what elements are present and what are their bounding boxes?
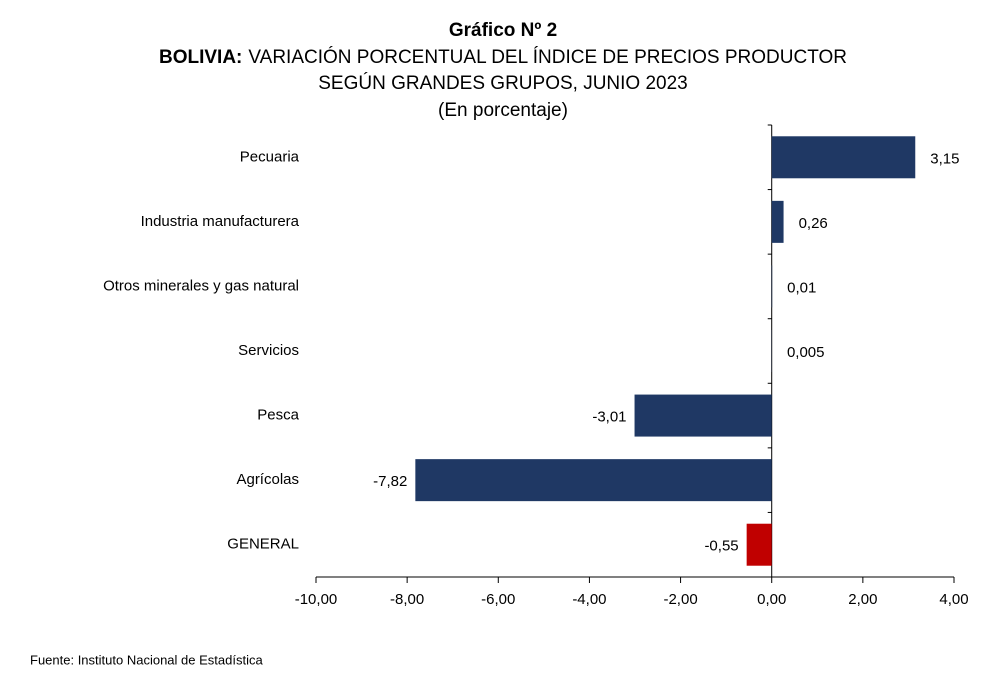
y-tick-label: Otros minerales y gas natural xyxy=(103,277,299,294)
value-label: 0,26 xyxy=(799,215,828,232)
x-tick-label: 0,00 xyxy=(757,591,786,608)
x-tick-label: 4,00 xyxy=(939,591,968,608)
source-note: Fuente: Instituto Nacional de Estadístic… xyxy=(30,652,263,667)
subtitle-text: VARIACIÓN PORCENTUAL DEL ÍNDICE DE PRECI… xyxy=(248,46,847,68)
value-label: -0,55 xyxy=(704,538,738,555)
bar xyxy=(772,201,784,243)
x-tick-label: 2,00 xyxy=(848,591,877,608)
x-tick-label: -4,00 xyxy=(572,591,606,608)
value-label: 0,005 xyxy=(787,344,825,361)
y-tick-label: GENERAL xyxy=(227,536,299,553)
chart-subtitle: SEGÚN GRANDES GRUPOS, JUNIO 2023 xyxy=(318,72,688,94)
y-tick-label: Industria manufacturera xyxy=(141,213,300,230)
subtitle-bold: BOLIVIA: xyxy=(159,47,242,68)
value-label: 3,15 xyxy=(930,150,959,167)
y-tick-label: Pecuaria xyxy=(240,148,300,165)
y-tick-label: Pesca xyxy=(257,407,299,424)
x-tick-label: -6,00 xyxy=(481,591,515,608)
y-tick-label: Servicios xyxy=(238,342,299,359)
bar xyxy=(635,395,772,437)
value-label: 0,01 xyxy=(787,279,816,296)
value-label: -3,01 xyxy=(592,409,626,426)
chart-subtitle: BOLIVIA: VARIACIÓN PORCENTUAL DEL ÍNDICE … xyxy=(159,46,847,68)
x-tick-label: -8,00 xyxy=(390,591,424,608)
bar xyxy=(747,524,772,566)
bar xyxy=(415,459,771,501)
y-tick-label: Agrícolas xyxy=(236,471,299,488)
bar xyxy=(772,136,916,178)
x-tick-label: -10,00 xyxy=(295,591,338,608)
value-label: -7,82 xyxy=(373,473,407,490)
chart-subtitle: (En porcentaje) xyxy=(438,100,568,121)
x-tick-label: -2,00 xyxy=(663,591,697,608)
chart-title: Gráfico Nº 2 xyxy=(449,20,557,41)
